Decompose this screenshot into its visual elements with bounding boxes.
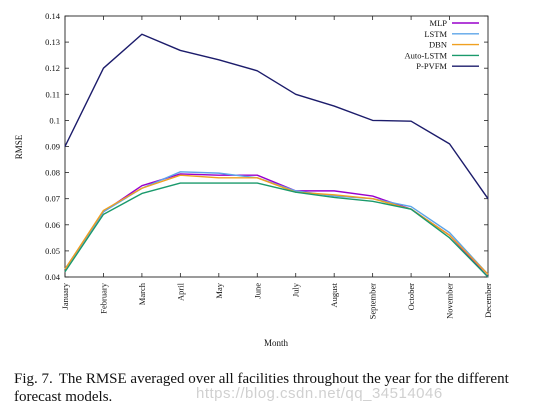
series-line-p-pvfm (64, 33, 489, 200)
x-tick-label: December (483, 283, 493, 318)
y-tick-label: 0.09 (45, 142, 60, 152)
legend-label: Auto-LSTM (405, 50, 448, 60)
y-tick-label: 0.08 (45, 168, 60, 178)
y-axis-label: RMSE (14, 134, 24, 159)
y-tick-label: 0.11 (45, 89, 60, 99)
caption-label: Fig. 7. (14, 371, 53, 387)
y-tick-label: 0.06 (45, 220, 60, 230)
y-tick-label: 0.13 (45, 37, 60, 47)
x-tick-label: September (368, 283, 378, 320)
series-line-auto-lstm (64, 182, 489, 278)
x-tick-label: February (98, 282, 108, 313)
series-lines (64, 33, 489, 278)
y-tick-label: 0.1 (49, 115, 60, 125)
x-axis: January February March April May June July Augu… (60, 16, 493, 319)
x-tick-label: April (175, 282, 185, 301)
x-axis-label: Month (264, 338, 289, 348)
series-line-dbn (64, 174, 489, 275)
watermark: https://blog.csdn.net/qq_34514046 (196, 385, 443, 402)
x-tick-label: May (214, 282, 224, 298)
x-tick-label: October (406, 283, 416, 311)
y-tick-label: 0.07 (45, 194, 60, 204)
y-tick-label: 0.05 (45, 246, 60, 256)
legend-label: MLP (430, 18, 448, 28)
legend-label: P-PVFM (416, 61, 447, 71)
x-tick-label: July (291, 282, 301, 297)
caption-text: The RMSE averaged over all facilities th… (14, 371, 509, 405)
y-tick-label: 0.14 (45, 11, 61, 21)
series-line-mlp (64, 173, 489, 278)
x-tick-label: November (445, 283, 455, 319)
x-tick-label: August (329, 282, 339, 307)
x-tick-label: June (252, 283, 262, 299)
y-axis: 0.04 0.05 0.06 0.07 0.08 0.09 0.1 0.11 0.12 0.13 0… (45, 11, 488, 282)
x-tick-label: January (60, 282, 70, 309)
chart: 0.04 0.05 0.06 0.07 0.08 0.09 0.1 0.11 0.12 0.13 0… (14, 11, 493, 348)
legend-label: DBN (429, 40, 447, 50)
x-tick-label: March (137, 282, 147, 305)
figure-caption: Fig. 7. The RMSE averaged over all facili… (14, 370, 534, 406)
y-tick-label: 0.04 (45, 272, 61, 282)
legend-label: LSTM (424, 29, 447, 39)
y-tick-label: 0.12 (45, 63, 60, 73)
